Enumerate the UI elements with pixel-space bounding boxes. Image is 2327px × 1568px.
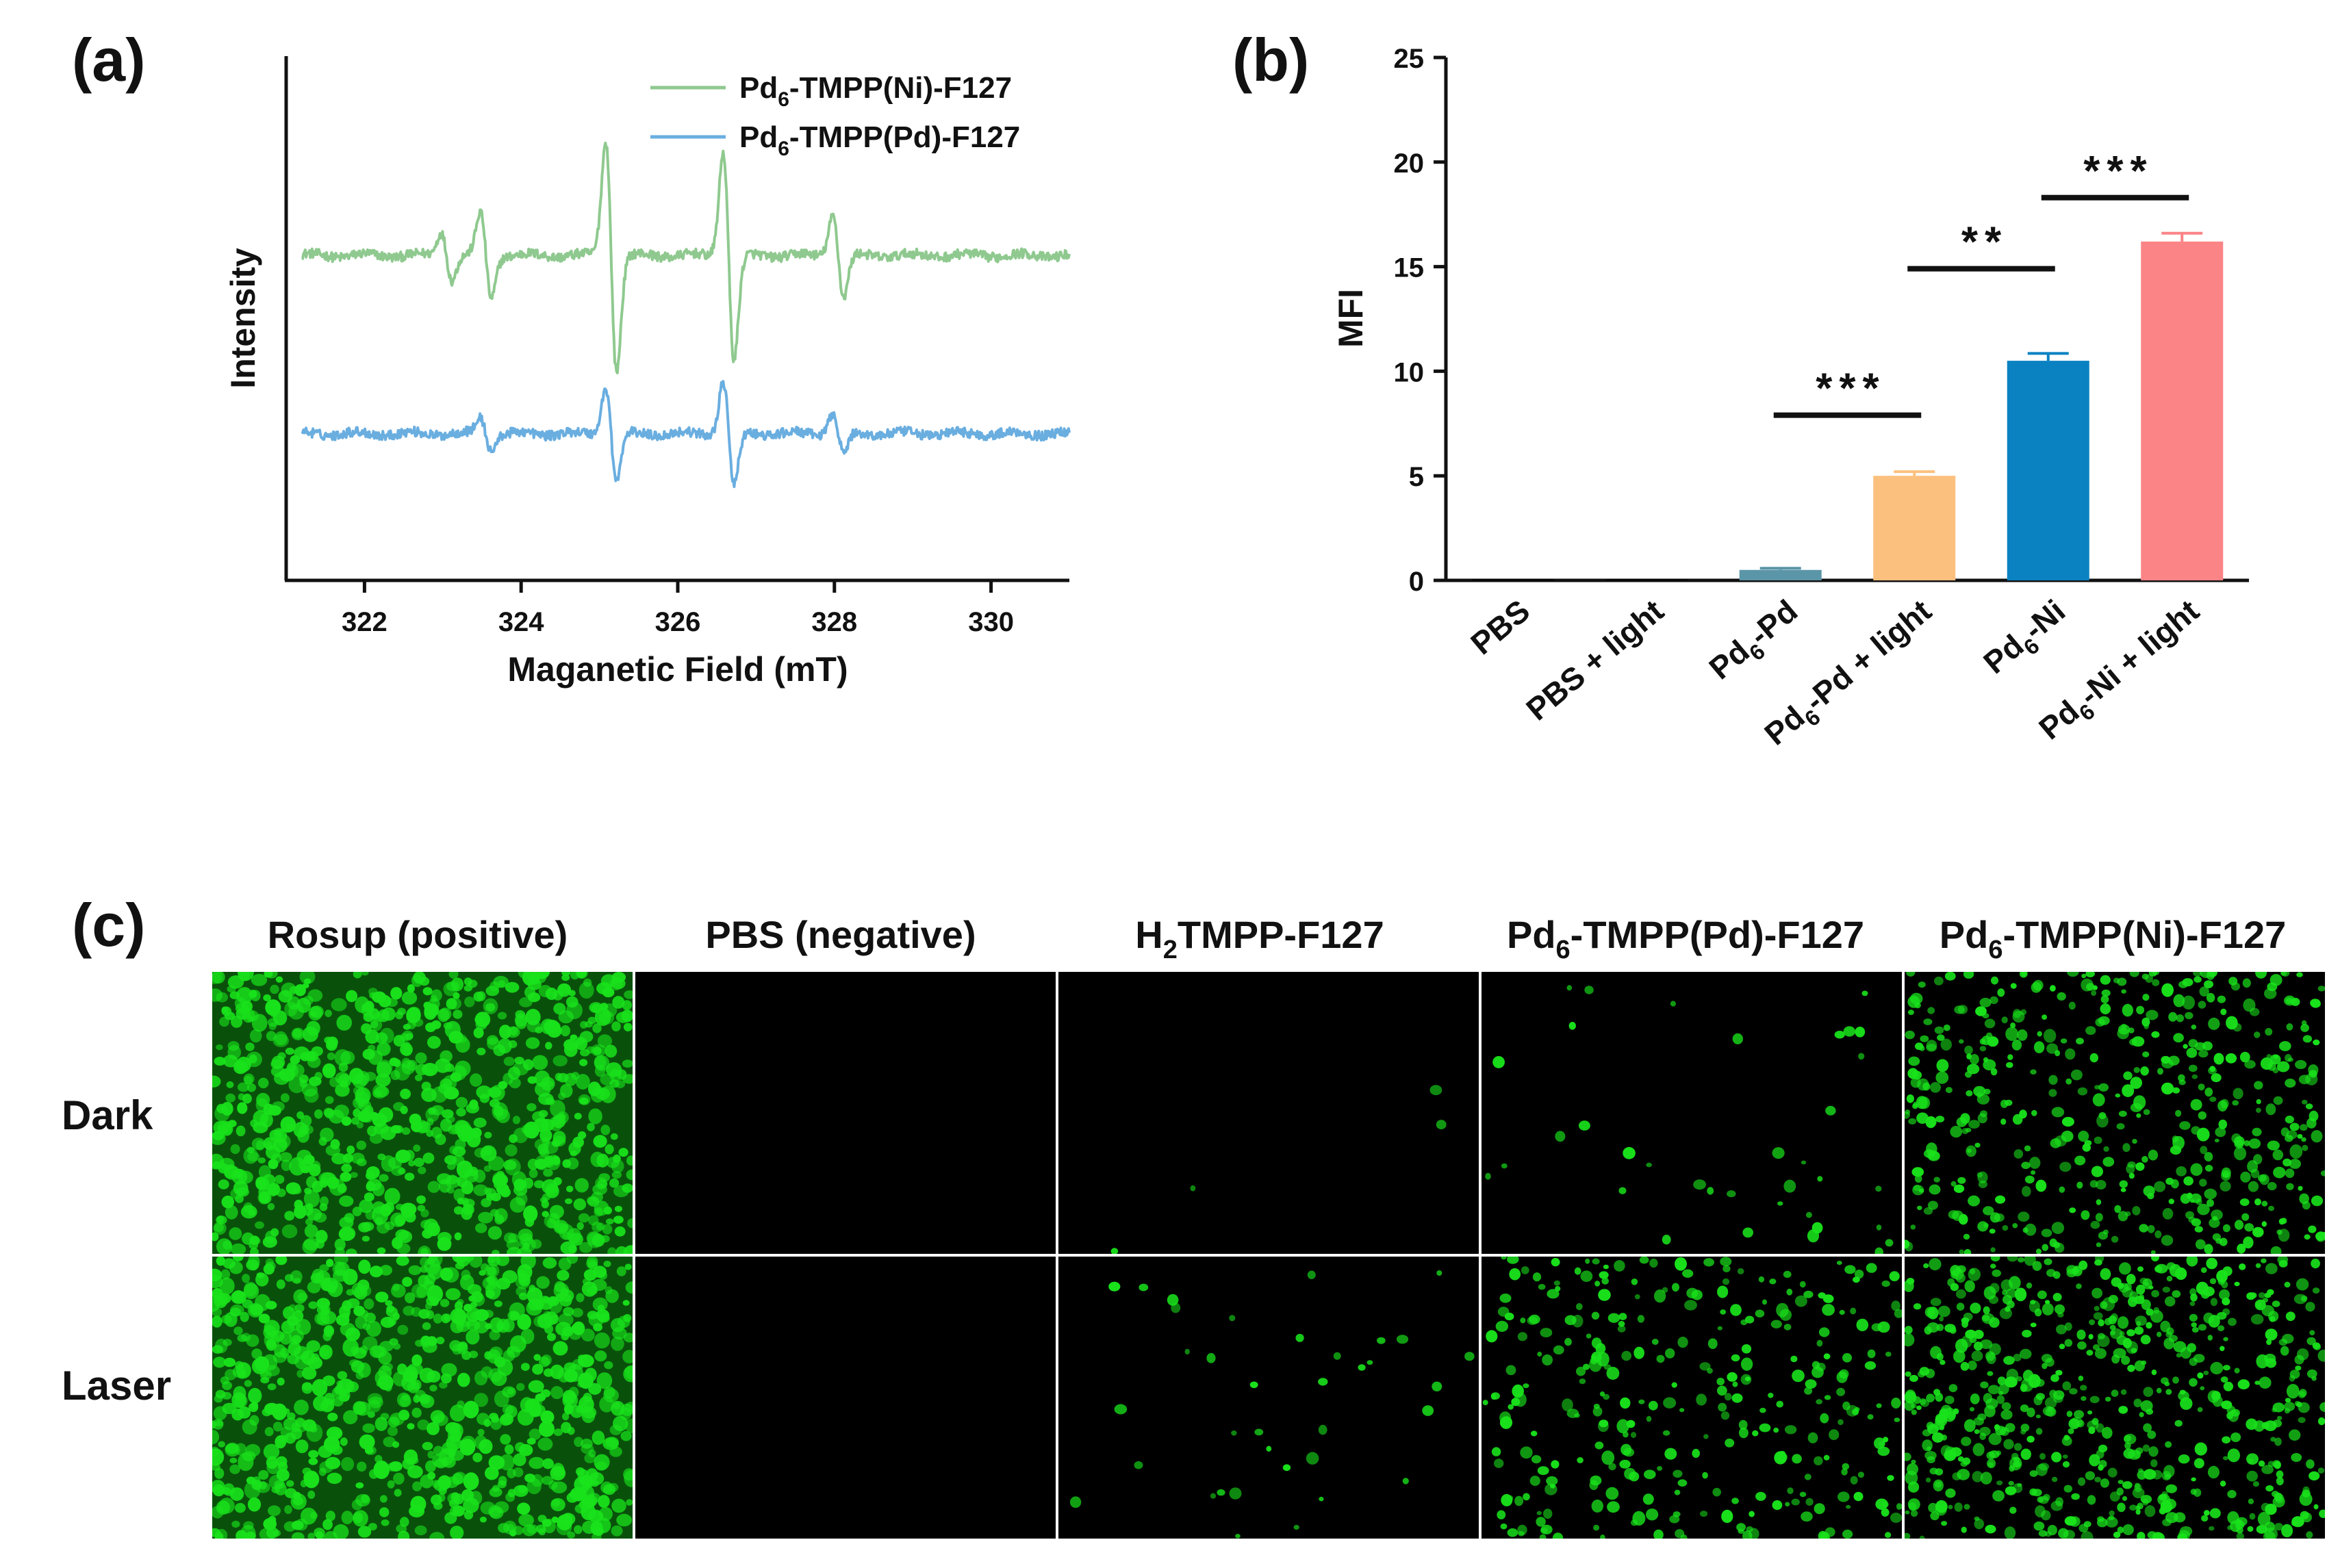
mfi-category-label: Pd6-Ni	[1976, 593, 2076, 686]
micrograph-background	[635, 972, 1056, 1254]
panel-label-c: (c)	[72, 891, 146, 959]
micrograph-grid	[209, 969, 2327, 1541]
epr-y-axis-label: Intensity	[224, 248, 262, 389]
mfi-y-tick-label: 5	[1409, 462, 1424, 492]
mfi-category-label: Pd6-Pd	[1702, 593, 1808, 691]
mfi-y-tick-label: 15	[1394, 253, 1425, 283]
epr-x-axis-label: Maganetic Field (mT)	[507, 650, 848, 689]
micrograph-background	[1905, 972, 2325, 1254]
micrograph-2-0	[1058, 972, 1479, 1254]
micrograph-background	[635, 1257, 1056, 1539]
epr-x-tick-label: 328	[811, 607, 857, 637]
mfi-y-tick-label: 10	[1394, 357, 1425, 387]
panel-label-a: (a)	[72, 26, 146, 94]
row-label-laser: Laser	[62, 1363, 171, 1409]
mfi-bars	[1471, 231, 2224, 580]
micrograph-background	[1058, 1257, 1479, 1539]
epr-x-ticks: 322 324 326 328 330	[342, 580, 1014, 637]
legend-entry-ni: Pd6-TMPP(Ni)-F127	[739, 71, 1012, 111]
epr-x-tick-label: 322	[342, 607, 387, 637]
micrograph-column-title: Pd6-TMPP(Ni)-F127	[1940, 913, 2287, 964]
mfi-y-tick-label: 0	[1409, 567, 1424, 597]
micrograph-column-title: Pd6-TMPP(Pd)-F127	[1507, 913, 1864, 964]
mfi-y-tick-label: 20	[1394, 149, 1425, 179]
panel-c: (c) Rosup (positive) PBS (negative) H2TMPP…	[62, 891, 2327, 1541]
mfi-y-tick-label: 25	[1394, 44, 1425, 74]
significance-label: ***	[1816, 365, 1885, 413]
micrograph-3-0	[1482, 972, 1902, 1254]
micrograph-column-title: H2TMPP-F127	[1135, 913, 1384, 964]
mfi-y-axis-label: MFI	[1332, 289, 1370, 348]
mfi-bar	[2141, 241, 2224, 580]
micrograph-1-1	[635, 1257, 1056, 1539]
mfi-y-ticks: 0 5 10 15 20 25	[1394, 44, 1446, 597]
significance-brackets: ********	[1773, 148, 2189, 418]
significance-label: **	[1961, 219, 2008, 266]
mfi-bar	[2007, 361, 2089, 580]
panel-label-b: (b)	[1232, 26, 1309, 94]
micrograph-background	[1058, 972, 1479, 1254]
epr-traces	[301, 142, 1071, 489]
micrograph-0-0	[212, 972, 633, 1254]
micrograph-1-0	[635, 972, 1056, 1254]
mfi-category-label: PBS	[1464, 593, 1536, 662]
mfi-bar	[1739, 569, 1822, 580]
epr-series-0	[301, 142, 1071, 374]
mfi-bar	[1873, 476, 1956, 580]
epr-x-tick-label: 324	[498, 607, 544, 637]
micrograph-column-title: PBS (negative)	[705, 913, 976, 956]
micrograph-4-0	[1905, 972, 2325, 1254]
mfi-category-label: PBS + light	[1519, 593, 1670, 728]
micrograph-column-titles: Rosup (positive) PBS (negative) H2TMPP-F12…	[268, 913, 2287, 964]
micrograph-0-1	[212, 1257, 633, 1539]
legend-entry-pd: Pd6-TMPP(Pd)-F127	[739, 120, 1020, 160]
micrograph-background	[1482, 972, 1902, 1254]
epr-axes: 322 324 326 328 330	[284, 56, 1069, 637]
micrograph-3-1	[1482, 1257, 1902, 1539]
mfi-bar	[1605, 579, 1688, 580]
significance-label: ***	[2083, 148, 2153, 195]
row-label-dark: Dark	[62, 1092, 153, 1138]
epr-series-1	[301, 380, 1071, 489]
epr-legend: Pd6-TMPP(Ni)-F127 Pd6-TMPP(Pd)-F127	[650, 71, 1020, 160]
micrograph-4-1	[1905, 1257, 2325, 1539]
micrograph-2-1	[1058, 1257, 1479, 1539]
epr-x-tick-label: 330	[968, 607, 1014, 637]
panel-a: (a) 322 324 326 328 330 Maganetic Field (mT)…	[72, 26, 1071, 689]
epr-x-tick-label: 326	[655, 607, 701, 637]
micrograph-column-title: Rosup (positive)	[268, 913, 568, 956]
mfi-bar	[1471, 579, 1554, 580]
